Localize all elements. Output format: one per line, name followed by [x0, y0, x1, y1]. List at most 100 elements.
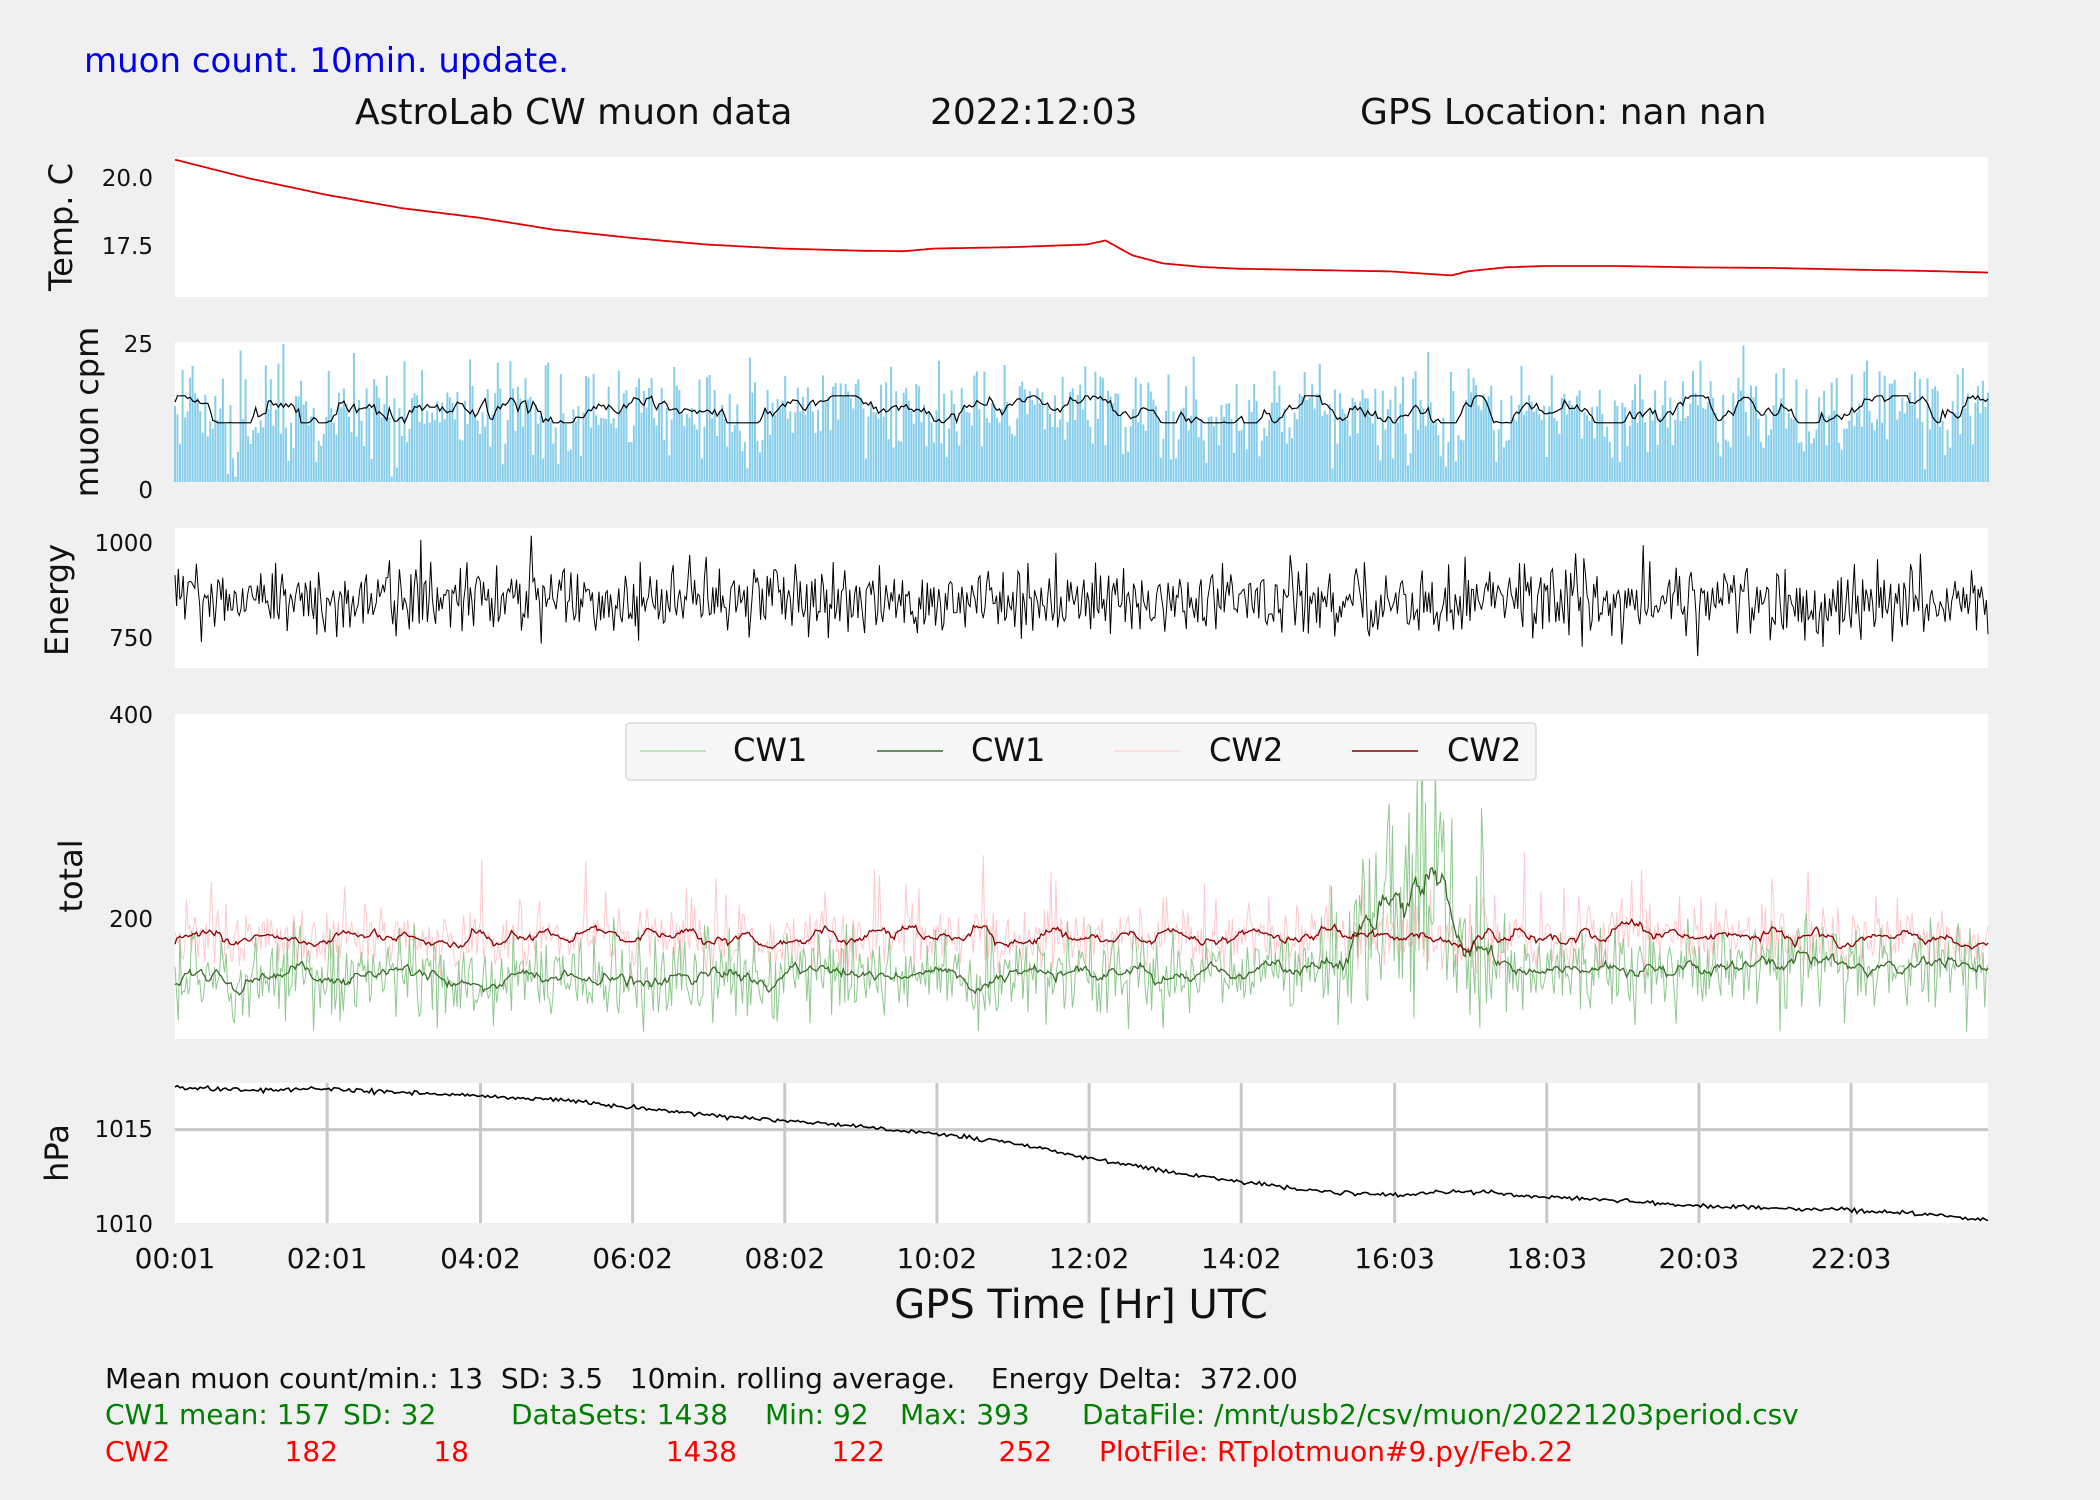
cpm-bar [1283, 408, 1286, 482]
cpm-bar [590, 427, 593, 482]
cpm-bar [489, 446, 492, 482]
cpm-bar [1873, 430, 1876, 482]
cpm-bar [1381, 390, 1384, 482]
cw2-label: CW2 [105, 1435, 170, 1468]
cpm-bar [194, 393, 197, 482]
cpm-bar [922, 404, 925, 482]
cpm-bar [559, 374, 562, 482]
cpm-bar [1361, 389, 1364, 482]
cpm-bar [1487, 396, 1490, 482]
cpm-bar [998, 422, 1001, 482]
cpm-bar [1674, 419, 1677, 482]
cpm-bar [370, 458, 373, 482]
cpm-bar [406, 442, 409, 482]
cpm-bar [726, 446, 729, 482]
cpm-bar [216, 420, 219, 482]
cpm-bar [229, 405, 232, 482]
cpm-bar [1762, 447, 1765, 482]
cpm-bar [1109, 396, 1112, 482]
temp-ytick-17-5: 17.5 [102, 234, 153, 260]
cpm-bar [1666, 427, 1669, 482]
cpm-bar [1043, 429, 1046, 482]
cpm-bar [516, 387, 519, 482]
cpm-bar [264, 365, 267, 482]
cpm-bar [721, 405, 724, 482]
cpm-bar [1422, 408, 1425, 482]
cpm-bar [494, 393, 497, 482]
cpm-bar [632, 425, 635, 482]
cpm-bar [542, 458, 545, 482]
cpm-bar [348, 417, 351, 482]
cpm-rolling-average-line [174, 394, 1989, 425]
pressure-line [174, 1084, 1989, 1222]
cpm-bar [1235, 384, 1238, 482]
cpm-bar [219, 408, 222, 482]
cpm-bar [1321, 416, 1324, 482]
cpm-bar [733, 425, 736, 482]
cpm-bar [1871, 422, 1874, 482]
cpm-bar [1820, 412, 1823, 482]
legend-label-cw1-avg: CW1 [971, 731, 1045, 769]
cpm-bar [1497, 429, 1500, 482]
cpm-bar [209, 421, 212, 482]
cpm-bar [1207, 417, 1210, 482]
cpm-bar [1033, 404, 1036, 482]
cpm-bar [1596, 406, 1599, 482]
cpm-bar [1533, 411, 1536, 482]
cpm-bar [532, 454, 535, 482]
cpm-bar [1545, 457, 1548, 482]
cpm-bar [1611, 457, 1614, 482]
cpm-bar [577, 406, 580, 482]
temp-panel [175, 157, 1988, 297]
cpm-bar [1598, 389, 1601, 482]
cpm-bar [1076, 395, 1079, 482]
cpm-bar [305, 401, 308, 482]
cpm-bar [794, 412, 797, 482]
cpm-bar [685, 414, 688, 482]
cpm-bar [852, 408, 855, 482]
cpm-bar [1583, 412, 1586, 482]
cpm-bar [774, 415, 777, 482]
cpm-bar [668, 455, 671, 482]
cpm-bar [1876, 419, 1879, 482]
x-tick-label: 08:02 [744, 1242, 825, 1275]
cpm-bar [1603, 436, 1606, 482]
cpm-bar [1833, 410, 1836, 482]
cpm-bar [1379, 460, 1382, 482]
cpm-bar [1195, 399, 1198, 482]
cw2-min: 122 [832, 1435, 885, 1468]
cpm-bar [1823, 390, 1826, 482]
cpm-bar [1712, 397, 1715, 482]
cpm-bar [587, 377, 590, 482]
cpm-bar [196, 397, 199, 482]
cpm-bar [1613, 400, 1616, 482]
cpm-bar [1518, 404, 1521, 482]
cpm-bar [1281, 431, 1284, 482]
cpm-bar [274, 409, 277, 482]
cpm-bar [665, 408, 668, 482]
cpm-bar [1273, 371, 1276, 482]
cpm-bar [625, 390, 628, 482]
energy-ylabel: Energy [38, 544, 76, 656]
cpm-bar [706, 377, 709, 482]
cpm-bar [1091, 443, 1094, 482]
cpm-bar [1316, 393, 1319, 482]
cpm-bar [708, 375, 711, 482]
cpm-bar [1921, 421, 1924, 482]
cpm-bar [272, 425, 275, 482]
cpm-bar [226, 473, 229, 482]
cpm-bar [1805, 389, 1808, 482]
cpm-bar [1288, 427, 1291, 482]
cpm-bar [912, 423, 915, 482]
cpm-bar [1265, 436, 1268, 482]
cw2-datasets: 1438 [666, 1435, 737, 1468]
cpm-bar [461, 440, 464, 482]
cpm-bar [1616, 405, 1619, 482]
cpm-bar [1858, 403, 1861, 482]
cpm-bar [718, 411, 721, 482]
cpm-bar [466, 423, 469, 482]
cpm-bar [211, 428, 214, 482]
energy-line [174, 535, 1989, 657]
cpm-bar [1576, 395, 1579, 482]
cpm-bar [1739, 390, 1742, 482]
